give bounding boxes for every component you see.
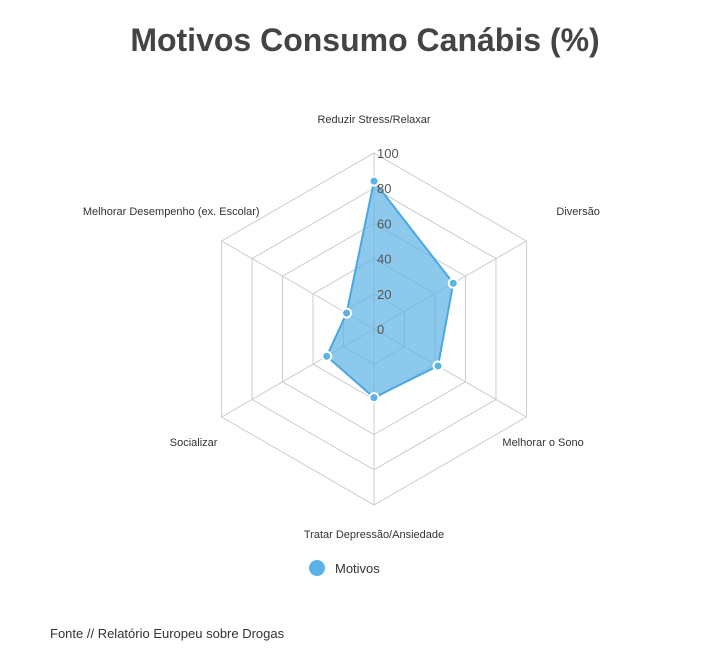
tick-label: 40 xyxy=(377,252,391,267)
data-point[interactable] xyxy=(368,175,380,187)
tick-label: 20 xyxy=(377,287,391,302)
category-label: Melhorar o Sono xyxy=(502,437,583,449)
series-points xyxy=(321,175,459,404)
tick-label: 80 xyxy=(377,181,391,196)
legend-label: Motivos xyxy=(335,560,380,576)
data-point[interactable] xyxy=(447,277,459,289)
category-label: Tratar Depressão/Ansiedade xyxy=(304,529,444,541)
tick-label: 0 xyxy=(377,322,384,337)
category-labels: Reduzir Stress/Relaxar Diversão Melhorar o… xyxy=(83,114,600,541)
tick-label: 100 xyxy=(377,146,399,161)
data-point[interactable] xyxy=(321,350,333,362)
legend-swatch xyxy=(309,560,325,576)
data-point[interactable] xyxy=(368,392,380,404)
legend[interactable]: Motivos xyxy=(309,560,380,576)
category-label: Socializar xyxy=(170,437,218,449)
tick-label: 60 xyxy=(377,216,391,231)
tick-labels: 0 20 40 60 80 100 xyxy=(377,146,399,337)
data-point[interactable] xyxy=(341,307,353,319)
category-label: Diversão xyxy=(556,206,599,218)
chart-title: Motivos Consumo Canábis (%) xyxy=(130,22,600,58)
category-label: Reduzir Stress/Relaxar xyxy=(317,114,430,126)
data-point[interactable] xyxy=(432,360,444,372)
source-note: Fonte // Relatório Europeu sobre Drogas xyxy=(50,626,285,641)
category-label: Melhorar Desempenho (ex. Escolar) xyxy=(83,206,260,218)
